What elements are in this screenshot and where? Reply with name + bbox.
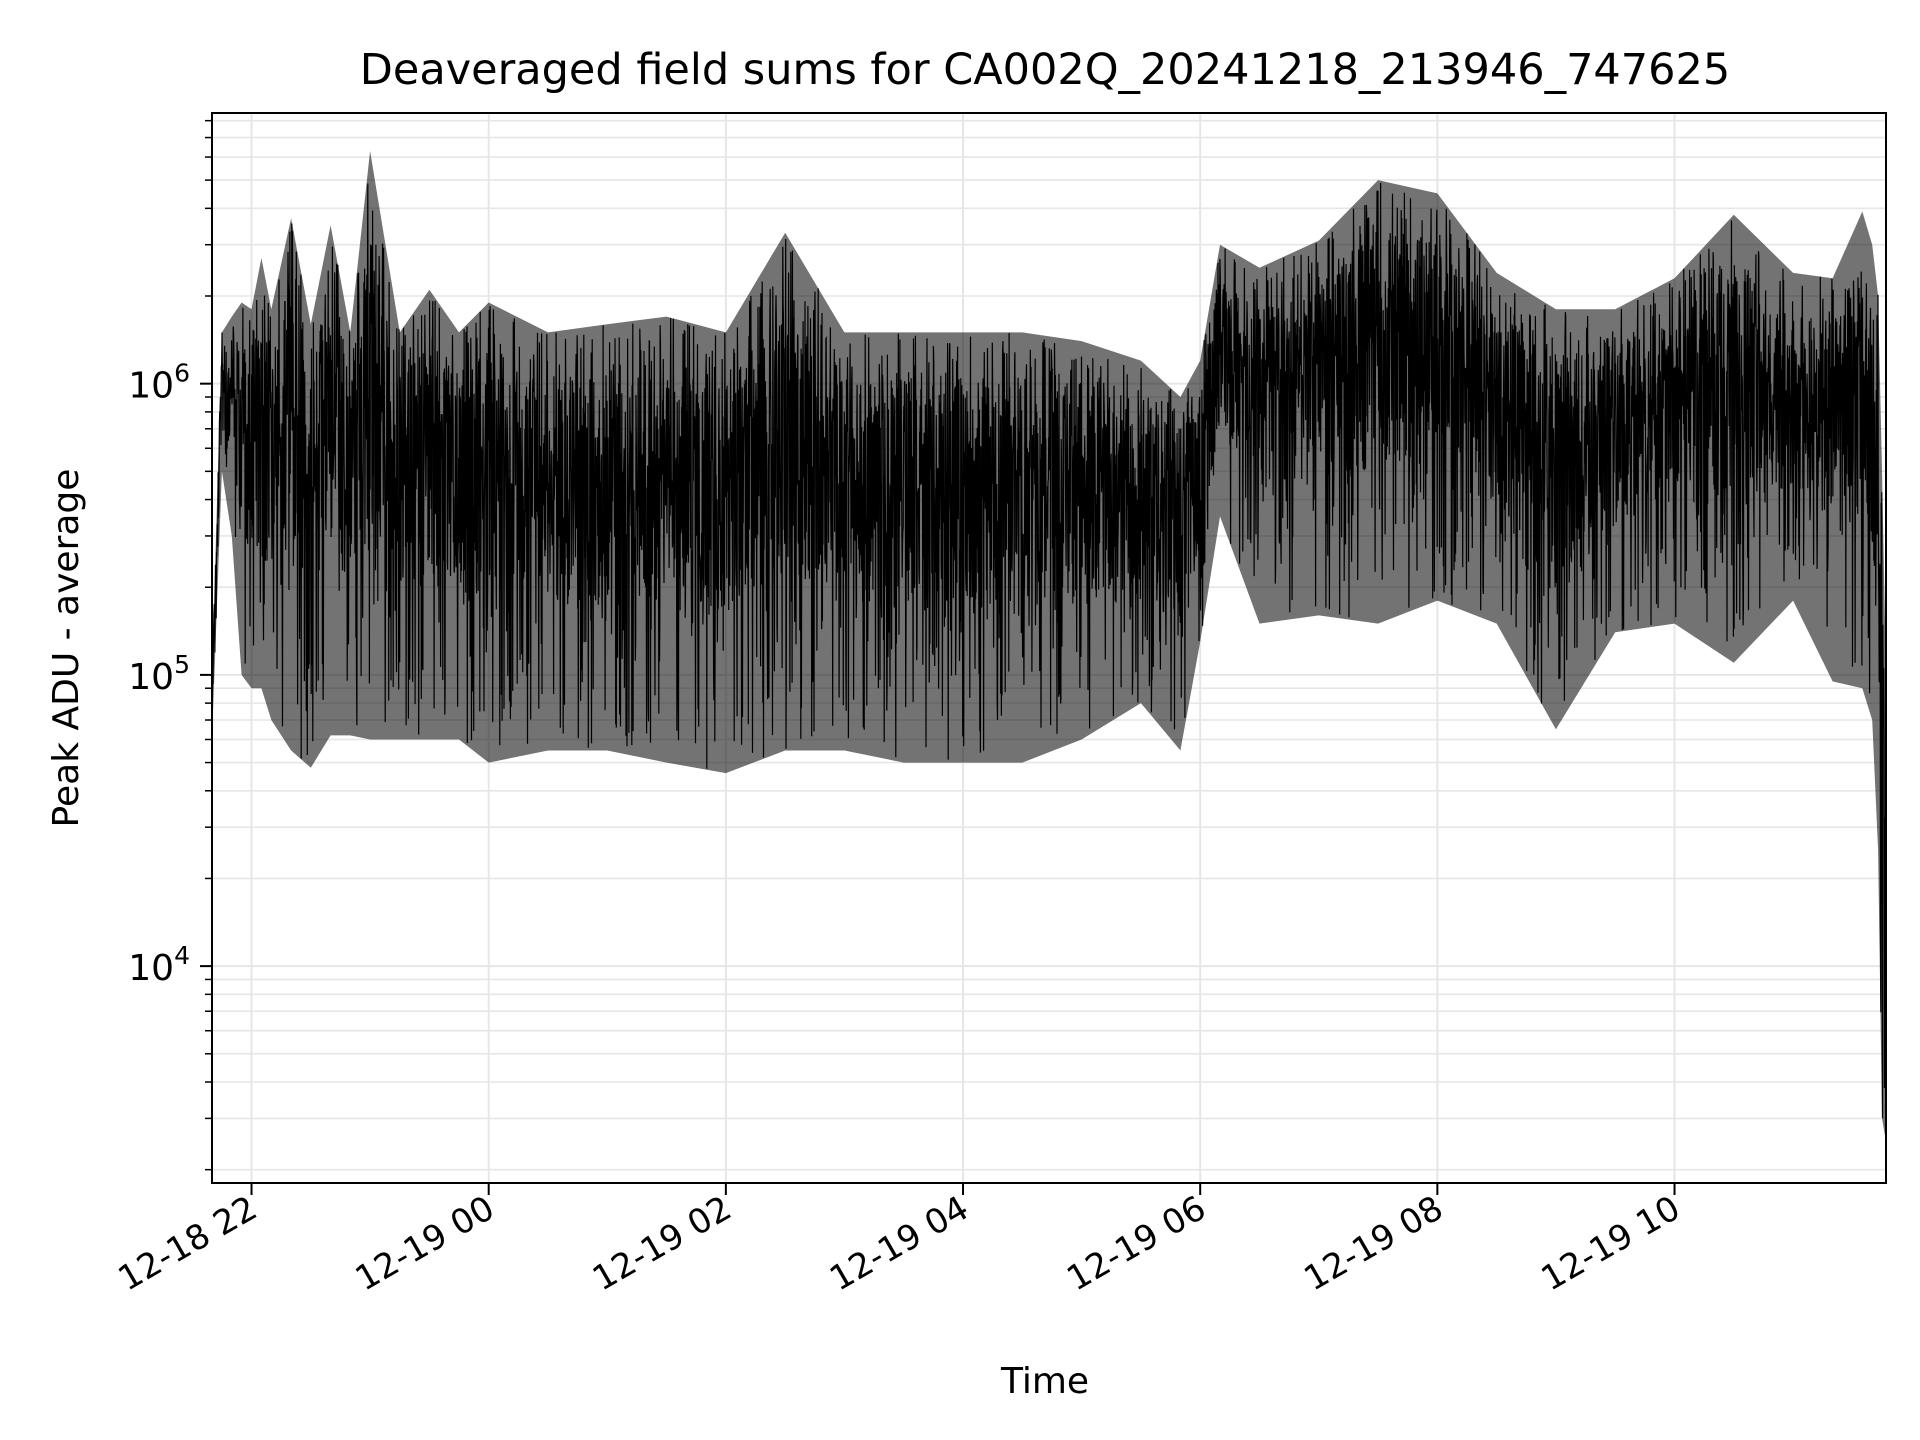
plot-frame bbox=[211, 112, 1887, 1184]
y-tick-label: 105 bbox=[128, 650, 190, 698]
y-tick-label: 104 bbox=[128, 941, 190, 989]
x-axis-label: Time bbox=[1000, 1361, 1089, 1402]
y-axis-label: Peak ADU - average bbox=[46, 469, 87, 828]
y-axis-ticks: 104 105 106 bbox=[128, 119, 212, 1171]
data-series bbox=[211, 150, 1887, 1142]
series-line bbox=[211, 182, 1887, 1118]
y-tick-label: 106 bbox=[128, 359, 190, 407]
chart-title: Deaveraged field sums for CA002Q_2024121… bbox=[360, 45, 1730, 95]
